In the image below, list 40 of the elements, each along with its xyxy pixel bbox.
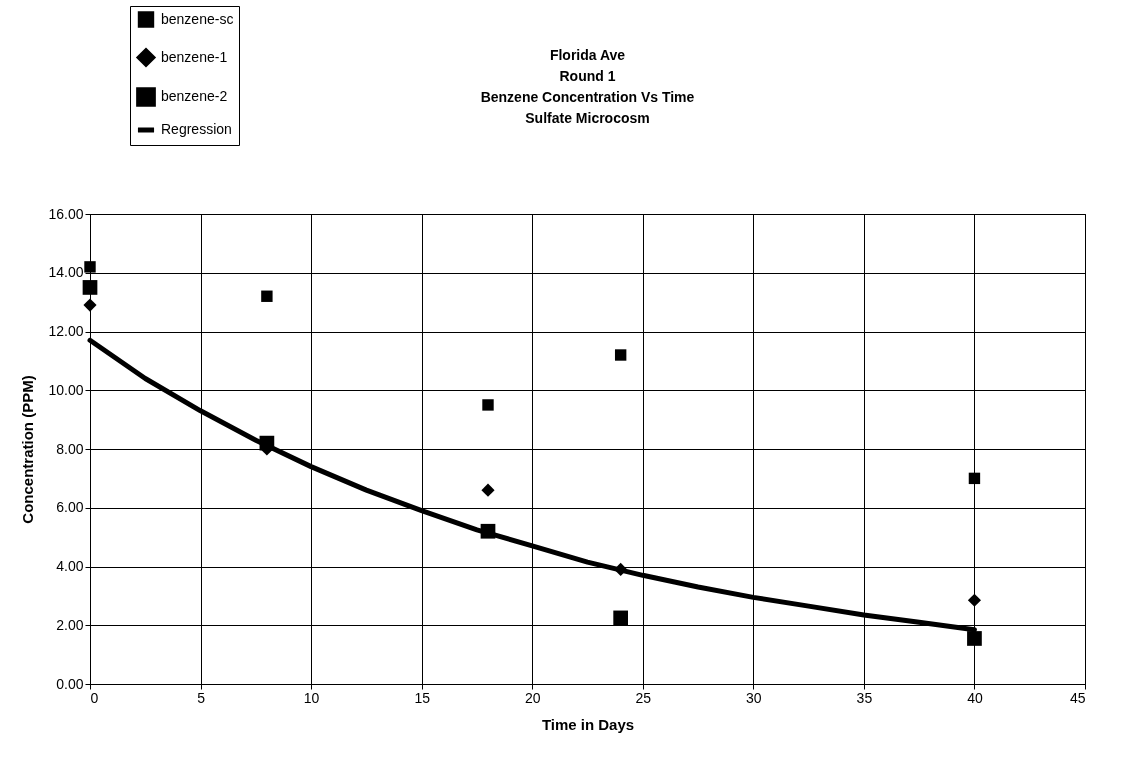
y-tick-label: 6.00 <box>56 499 84 516</box>
x-tick-label: 15 <box>414 689 431 706</box>
y-tick-label: 0.00 <box>56 675 84 692</box>
x-tick-label: 35 <box>856 689 873 706</box>
chart-title: Florida Ave Round 1 Benzene Concentration Vs Time Sulfate Microcosm <box>480 46 695 126</box>
point <box>480 523 496 539</box>
legend-label: Regression <box>161 121 232 137</box>
point <box>614 349 627 361</box>
point <box>84 261 96 273</box>
legend-label: benzene-sc <box>161 10 234 27</box>
y-tick-label: 14.00 <box>48 264 84 281</box>
x-tick-label: 0 <box>90 689 99 706</box>
x-tick-label: 20 <box>524 689 541 706</box>
x-tick-label: 5 <box>197 689 206 706</box>
x-tick-label: 45 <box>1069 689 1086 706</box>
point <box>967 631 982 646</box>
point <box>261 290 273 302</box>
point <box>259 435 275 451</box>
point <box>613 610 629 626</box>
y-tick-label: 2.00 <box>56 616 84 633</box>
point <box>614 562 628 577</box>
legend-label: benzene-1 <box>161 48 228 65</box>
y-tick-label: 4.00 <box>56 558 84 574</box>
x-tick-label: 40 <box>967 689 983 706</box>
x-tick-label: 10 <box>303 689 320 706</box>
y-tick-label: 12.00 <box>48 323 84 339</box>
x-axis-title: Time in Days <box>541 715 635 733</box>
point <box>481 483 495 497</box>
y-tick-label: 16.00 <box>48 205 84 222</box>
point <box>82 280 98 295</box>
point <box>968 472 981 485</box>
y-tick-label: 10.00 <box>48 381 84 398</box>
legend-label: benzene-2 <box>161 88 228 104</box>
point <box>967 593 982 607</box>
y-tick-label: 8.00 <box>56 440 84 457</box>
point <box>83 298 97 312</box>
x-tick-label: 25 <box>635 689 652 706</box>
x-tick-label: 30 <box>746 689 762 706</box>
point <box>482 399 494 411</box>
y-axis-title: Concentration (PPM) <box>19 375 37 524</box>
